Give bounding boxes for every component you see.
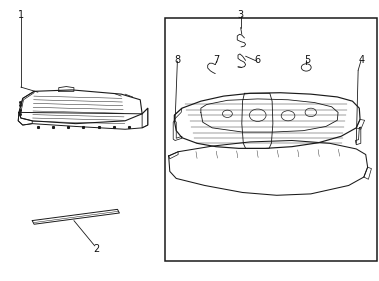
Text: 6: 6 [254, 55, 260, 65]
Text: 1: 1 [18, 10, 24, 21]
Text: 4: 4 [359, 55, 365, 65]
Text: 2: 2 [94, 244, 100, 254]
Bar [165, 18, 377, 261]
Text: 8: 8 [174, 55, 180, 65]
Text: 5: 5 [304, 55, 310, 65]
Text: 7: 7 [214, 55, 220, 65]
Text: 3: 3 [238, 10, 244, 21]
